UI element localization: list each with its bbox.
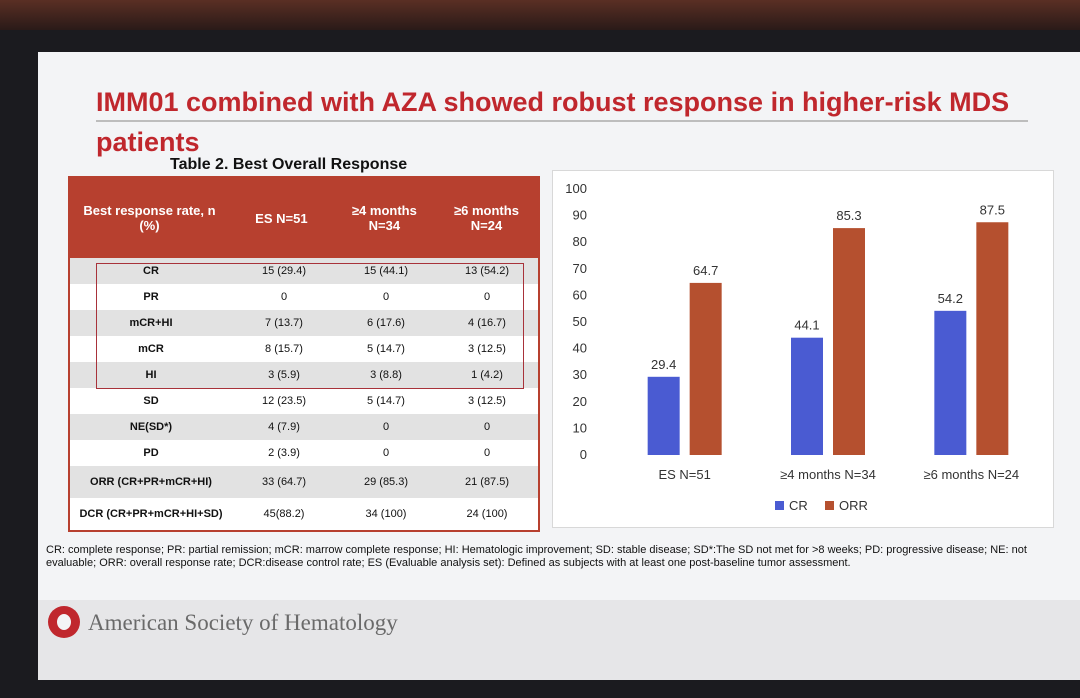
table-cell: 15 (29.4) (261, 265, 307, 277)
table-cell: 4 (16.7) (468, 317, 506, 329)
table-row: PD 2 (3.9) 0 0 (70, 440, 538, 466)
table-cell: 0 (280, 291, 288, 303)
row-label: CR (143, 265, 159, 277)
row-label: SD (143, 395, 159, 407)
table-row: mCR+HI 7 (13.7) 6 (17.6) 4 (16.7) (70, 310, 538, 336)
table-row: HI 3 (5.9) 3 (8.8) 1 (4.2) (70, 362, 538, 388)
ash-logo (48, 606, 80, 638)
table-row: PR 0 0 0 (70, 284, 538, 310)
y-tick-label: 10 (573, 420, 587, 435)
row-label: mCR+HI (129, 317, 173, 329)
x-tick-label: ≥4 months N=34 (780, 467, 876, 482)
row-label: PD (143, 447, 159, 459)
header-cell: Best response rate, n (%) (83, 203, 216, 233)
bar-orr (976, 222, 1009, 455)
table-cell: 5 (14.7) (367, 343, 405, 355)
table-header-row: Best response rate, n (%) ES N=51 ≥4 mon… (70, 178, 538, 258)
table-row: NE(SD*) 4 (7.9) 0 0 (70, 414, 538, 440)
legend-label: CR (789, 498, 808, 513)
legend-label: ORR (839, 498, 868, 513)
table-cell: 0 (382, 447, 390, 459)
table-cell: 0 (382, 421, 390, 433)
table-cell: 3 (8.8) (370, 369, 402, 381)
y-tick-label: 0 (580, 447, 587, 462)
y-tick-label: 30 (573, 367, 587, 382)
y-tick-label: 70 (573, 261, 587, 276)
header-cell: ES N=51 (255, 210, 308, 226)
legend-swatch-cr (775, 501, 784, 510)
table-cell: 7 (13.7) (265, 317, 303, 329)
table-cell: 21 (87.5) (464, 476, 510, 488)
table-cell: 3 (12.5) (468, 395, 506, 407)
y-tick-label: 100 (565, 181, 587, 196)
bar-chart: 0 10 20 30 40 50 60 70 80 90 100 29.4 64.7 ES N=51 44.… (565, 181, 1019, 513)
bar-cr (791, 337, 823, 455)
table-cell: 3 (12.5) (468, 343, 506, 355)
org-name: American Society of Hematology (88, 610, 398, 635)
table-cell: 6 (17.6) (367, 317, 405, 329)
y-tick-label: 90 (573, 208, 587, 223)
table-cell: 4 (7.9) (268, 421, 300, 433)
table-cell: 24 (100) (466, 508, 508, 520)
data-label: 64.7 (693, 263, 718, 278)
data-label: 87.5 (980, 202, 1005, 217)
table-row: CR 15 (29.4) 15 (44.1) 13 (54.2) (70, 258, 538, 284)
data-label: 44.1 (794, 318, 819, 333)
table-cell: 0 (483, 291, 491, 303)
y-tick-label: 60 (573, 287, 587, 302)
table-cell: 1 (4.2) (471, 369, 503, 381)
response-table: Best response rate, n (%) ES N=51 ≥4 mon… (68, 176, 540, 532)
row-label: mCR (138, 343, 164, 355)
table-cell: 5 (14.7) (367, 395, 405, 407)
table-cell: 13 (54.2) (464, 265, 510, 277)
slide-title: IMM01 combined with AZA showed robust re… (96, 87, 1010, 157)
chart-panel: 0 10 20 30 40 50 60 70 80 90 100 29.4 64.7 ES N=51 44.… (552, 170, 1054, 528)
bar-orr (833, 228, 865, 455)
legend-swatch-orr (825, 501, 834, 510)
table-cell: 2 (3.9) (268, 447, 300, 459)
table-cell: 12 (23.5) (261, 395, 307, 407)
bar-cr (934, 310, 967, 455)
slide: IMM01 combined with AZA showed robust re… (38, 52, 1080, 680)
footnote: CR: complete response; PR: partial remis… (46, 544, 1027, 569)
x-tick-label: ≥6 months N=24 (923, 467, 1019, 482)
header-cell: ≥4 months N=34 (351, 203, 417, 233)
table-caption: Table 2. Best Overall Response (170, 156, 408, 173)
data-label: 29.4 (651, 357, 676, 372)
ceiling-background (0, 0, 1080, 30)
table-cell: 29 (85.3) (363, 476, 409, 488)
table-cell: 0 (483, 421, 491, 433)
y-tick-label: 80 (573, 234, 587, 249)
title-divider (96, 120, 1028, 122)
table-cell: 8 (15.7) (265, 343, 303, 355)
data-label: 54.2 (938, 291, 963, 306)
table-row: SD 12 (23.5) 5 (14.7) 3 (12.5) (70, 388, 538, 414)
table-cell: 45(88.2) (263, 508, 305, 520)
table-cell: 0 (382, 291, 390, 303)
data-label: 85.3 (836, 208, 861, 223)
x-tick-label: ES N=51 (658, 467, 710, 482)
y-tick-label: 50 (573, 314, 587, 329)
table-row: ORR (CR+PR+mCR+HI) 33 (64.7) 29 (85.3) 2… (70, 466, 538, 498)
row-label: ORR (CR+PR+mCR+HI) (90, 476, 212, 488)
table-cell: 3 (5.9) (268, 369, 300, 381)
table-row: DCR (CR+PR+mCR+HI+SD) 45(88.2) 34 (100) … (70, 498, 538, 530)
table-cell: 34 (100) (365, 508, 407, 520)
row-label: DCR (CR+PR+mCR+HI+SD) (79, 508, 223, 520)
y-tick-label: 20 (573, 394, 587, 409)
row-label: PR (143, 291, 159, 303)
table-cell: 33 (64.7) (261, 476, 307, 488)
bar-cr (647, 376, 680, 455)
header-cell: ≥6 months N=24 (454, 203, 519, 233)
table-row: mCR 8 (15.7) 5 (14.7) 3 (12.5) (70, 336, 538, 362)
y-tick-label: 40 (573, 341, 587, 356)
row-label: NE(SD*) (129, 421, 173, 433)
bar-orr (689, 282, 722, 455)
table-cell: 15 (44.1) (363, 265, 409, 277)
footer-band (38, 600, 1080, 680)
row-label: HI (145, 369, 157, 381)
table-cell: 0 (483, 447, 491, 459)
